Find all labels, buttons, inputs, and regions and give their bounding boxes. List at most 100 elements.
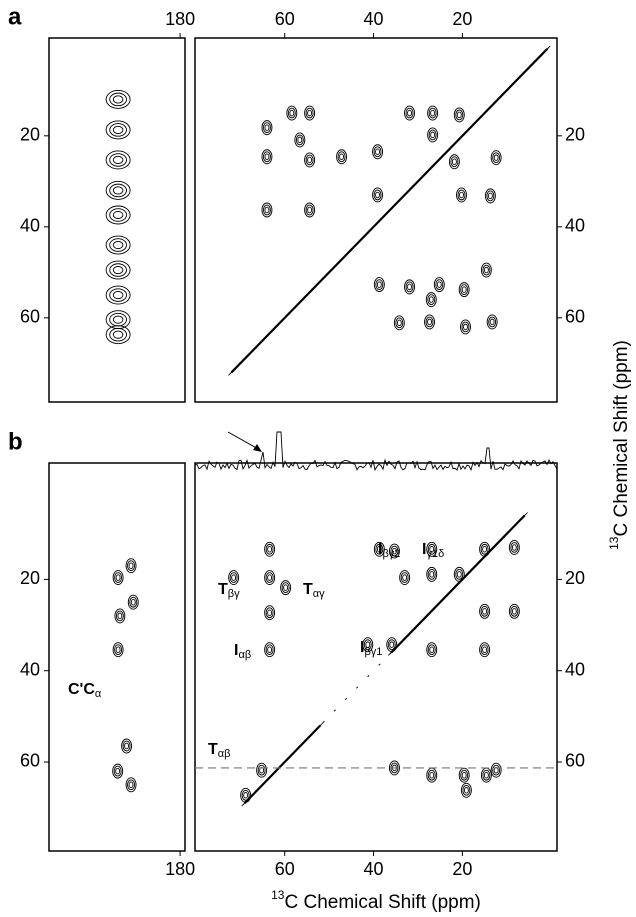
- peak: [121, 738, 133, 754]
- peak: [286, 105, 298, 121]
- contour-ring: [388, 760, 400, 776]
- contour-ring: [109, 208, 127, 222]
- contour-ring: [482, 608, 488, 615]
- peak: [458, 767, 470, 783]
- contour-ring: [307, 156, 313, 164]
- contour-ring: [125, 777, 137, 793]
- peak: [294, 132, 306, 148]
- contour-ring: [264, 124, 270, 131]
- peak: [304, 152, 316, 168]
- contour-ring: [264, 605, 276, 621]
- annotation-main: I: [234, 642, 238, 659]
- contour-ring: [483, 266, 489, 274]
- peak: [373, 541, 385, 557]
- peak: [508, 603, 520, 619]
- contour-ring: [261, 202, 273, 218]
- contour-ring: [339, 153, 345, 161]
- contour-ring: [480, 543, 489, 555]
- contour-ring: [456, 187, 467, 203]
- contour-ring: [458, 282, 470, 298]
- contour-ring: [376, 281, 382, 288]
- y-tick-label: 20: [565, 568, 585, 588]
- peak: [112, 763, 124, 779]
- peak: [304, 105, 316, 121]
- contour-ring: [256, 762, 268, 778]
- contour-ring: [456, 571, 462, 578]
- contour-ring: [459, 191, 464, 199]
- contour-ring: [127, 560, 135, 572]
- contour-ring: [489, 318, 495, 326]
- contour-ring: [429, 646, 435, 653]
- contour-ring: [105, 120, 131, 140]
- contour-ring: [307, 109, 313, 117]
- contour-ring: [304, 202, 316, 218]
- annotation-sub: βγ2: [382, 548, 400, 560]
- contour-ring: [463, 787, 469, 794]
- contour-ring: [427, 127, 439, 143]
- contour-ring: [426, 642, 438, 658]
- annotation-sub: γ1δ: [426, 548, 444, 560]
- peak: [460, 319, 471, 335]
- peak: [484, 188, 496, 204]
- peak: [426, 767, 438, 783]
- contour-ring: [404, 279, 415, 295]
- contour-ring: [304, 152, 316, 168]
- peak: [388, 543, 400, 559]
- peak: [453, 566, 465, 582]
- contour-ring: [488, 316, 497, 328]
- contour-ring: [395, 317, 404, 329]
- annotation-main: I: [360, 639, 364, 656]
- contour-ring: [257, 764, 266, 776]
- y-tick-label: 60: [20, 751, 40, 771]
- y-tick-label: 40: [565, 216, 585, 236]
- contour-ring: [426, 541, 438, 557]
- annotation-sub: αβ: [238, 649, 251, 661]
- contour-ring: [510, 606, 519, 617]
- contour-ring: [375, 191, 381, 199]
- peak: [336, 149, 348, 165]
- contour-ring: [264, 642, 276, 658]
- contour-ring: [127, 779, 135, 791]
- panel-frame: [48, 462, 186, 852]
- peak: [105, 150, 131, 170]
- contour-ring: [265, 644, 274, 656]
- contour-ring: [480, 644, 489, 656]
- contour-ring: [228, 570, 240, 586]
- contour-ring: [362, 637, 374, 653]
- contour-ring: [461, 321, 470, 333]
- peak: [105, 120, 131, 140]
- peak-annotation: Iαβ: [234, 642, 251, 661]
- y-tick-label: 20: [20, 568, 40, 588]
- contour-ring: [109, 312, 127, 327]
- contour-ring: [264, 206, 270, 214]
- peak: [127, 594, 139, 610]
- contour-ring: [455, 569, 464, 580]
- contour-ring: [511, 544, 517, 551]
- contour-ring: [113, 765, 122, 777]
- contour-ring: [460, 769, 469, 781]
- contour-ring: [490, 762, 502, 778]
- peak: [399, 570, 411, 586]
- contour-ring: [390, 545, 399, 557]
- contour-ring: [114, 644, 123, 656]
- contour-ring: [286, 105, 298, 121]
- x-tick-label: 20: [452, 859, 472, 879]
- contour-ring: [486, 190, 495, 202]
- contour-ring: [391, 547, 397, 555]
- contour-ring: [451, 158, 457, 166]
- contour-ring: [267, 546, 273, 553]
- contour-ring: [283, 584, 289, 591]
- peak: [386, 637, 398, 653]
- contour-ring: [427, 318, 432, 326]
- peak: [372, 144, 384, 160]
- contour-ring: [399, 570, 411, 586]
- contour-ring: [425, 316, 434, 328]
- slice-trace: [194, 431, 558, 472]
- contour-ring: [455, 109, 464, 121]
- contour-ring: [337, 151, 346, 163]
- contour-ring: [263, 151, 271, 163]
- contour-ring: [372, 144, 384, 160]
- contour-ring: [305, 154, 314, 166]
- contour-ring: [458, 767, 470, 783]
- annotation-sub: α: [95, 688, 102, 700]
